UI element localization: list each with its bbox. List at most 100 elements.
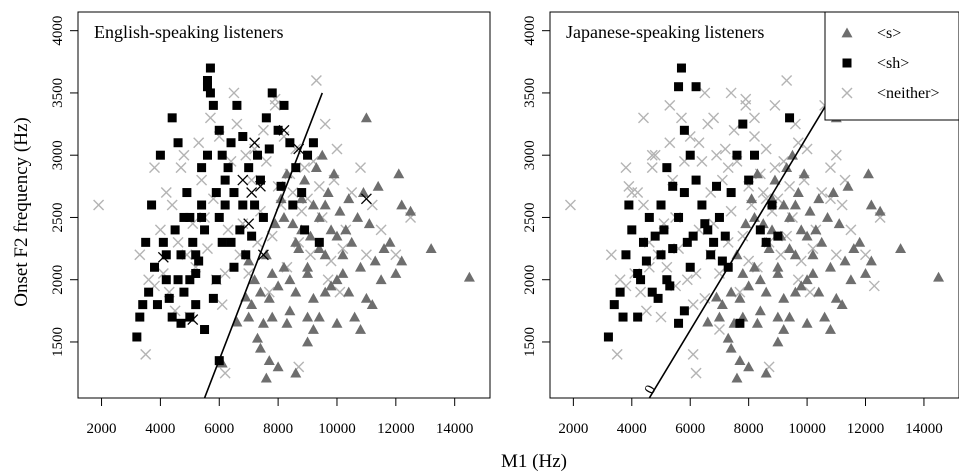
english-point-square-4 (150, 262, 160, 272)
english-point-square-11 (179, 287, 189, 297)
english-point-square-43 (185, 212, 195, 222)
english-point-square-38 (314, 237, 324, 247)
english-point-x-12 (196, 174, 208, 186)
japanese-point-square-42 (653, 293, 663, 303)
japanese-point-x-18-stroke-b (699, 87, 711, 99)
japanese-point-triangle-1 (734, 355, 746, 366)
english-point-x-68 (296, 205, 308, 217)
japanese-point-square-50 (712, 181, 722, 191)
english-series-s (216, 112, 475, 383)
japanese-point-x-86-stroke-b (769, 99, 781, 111)
english-point-square-53 (247, 231, 257, 241)
japanese-legend: <s> <sh> <neither> (824, 11, 959, 121)
japanese-point-triangle-28 (865, 199, 877, 210)
japanese-point-triangle-66 (789, 199, 801, 210)
english-point-x-73-stroke-b (325, 255, 337, 267)
english-point-square-74 (229, 188, 239, 198)
english-point-x-42-stroke-b (375, 224, 387, 236)
japanese-point-x-73-stroke-b (801, 143, 813, 155)
english-point-triangle-81 (313, 311, 325, 322)
english-point-triangle-23 (355, 261, 367, 272)
english-point-square-31 (273, 125, 283, 135)
japanese-point-x-84-stroke-b (725, 87, 737, 99)
english-point-triangle-72 (290, 286, 302, 297)
japanese-point-square-28 (761, 237, 771, 247)
english-point-triangle-39 (243, 311, 255, 322)
japanese-point-triangle-77 (772, 311, 784, 322)
japanese-point-x-42-stroke-b (845, 224, 857, 236)
japanese-point-x-98-stroke-b (687, 348, 699, 360)
japanese-point-triangle-75 (734, 292, 746, 303)
english-point-triangle-55 (346, 236, 358, 247)
english-point-x-16-stroke-b (216, 299, 228, 311)
english-point-triangle-59 (369, 255, 381, 266)
japanese-point-square-21 (720, 231, 730, 241)
english-point-square-32 (279, 100, 289, 110)
english-point-x-8-stroke-b (172, 236, 184, 248)
japanese-point-square-9 (656, 250, 666, 260)
english-point-x-79-stroke-b (269, 93, 281, 105)
english-point-xdark-5 (278, 124, 290, 136)
english-point-x-17-stroke-b (222, 224, 234, 236)
japanese-y-tick-label-1: 2000 (522, 265, 538, 295)
english-point-x-36 (334, 286, 346, 298)
english-point-xdark-0 (157, 251, 169, 263)
japanese-point-triangle-24 (830, 292, 842, 303)
japanese-point-triangle-67 (795, 224, 807, 235)
english-point-triangle-26 (372, 180, 384, 191)
japanese-point-triangle-4 (716, 299, 728, 310)
japanese-point-triangle-27 (860, 267, 872, 278)
english-point-square-1 (135, 312, 145, 322)
english-point-square-12 (185, 275, 195, 285)
japanese-point-square-46 (624, 200, 634, 210)
english-point-xdark-9-stroke-b (360, 193, 372, 205)
english-point-x-48-stroke-b (175, 162, 187, 174)
japanese-point-x-60 (725, 205, 737, 217)
japanese-point-square-49 (717, 256, 727, 266)
english-point-triangle-27 (384, 236, 396, 247)
english-point-x-55 (219, 267, 231, 279)
english-point-square-25 (238, 132, 248, 142)
english-point-triangle-8 (266, 311, 278, 322)
japanese-point-square-29 (767, 200, 777, 210)
english-point-triangle-41 (260, 249, 272, 260)
japanese-point-triangle-8 (743, 280, 755, 291)
japanese-point-x-10-stroke-b (655, 311, 667, 323)
japanese-point-x-85-stroke-b (749, 112, 760, 124)
english-point-square-77 (264, 144, 274, 154)
japanese-point-x-23-stroke-b (728, 124, 740, 136)
english-point-triangle-28 (390, 267, 402, 278)
legend-label-2: <neither> (877, 85, 939, 102)
japanese-point-square-8 (650, 231, 660, 241)
english-point-x-8 (172, 236, 184, 248)
japanese-point-x-18 (699, 87, 711, 99)
japanese-point-triangle-38 (713, 311, 725, 322)
japanese-point-square-7 (644, 212, 654, 222)
japanese-point-x-72-stroke-b (795, 255, 807, 267)
japanese-point-x-80-stroke-b (646, 149, 658, 161)
japanese-point-square-53 (688, 231, 698, 241)
english-point-square-50 (229, 262, 239, 272)
japanese-point-x-90 (623, 180, 635, 192)
english-point-x-1-stroke-b (134, 249, 146, 261)
japanese-point-x-90-stroke-b (623, 180, 635, 192)
japanese-point-x-91-stroke-b (643, 261, 655, 273)
english-point-square-24 (232, 100, 242, 110)
japanese-point-x-43 (860, 249, 872, 261)
english-point-triangle-78 (263, 292, 275, 303)
english-point-triangle-74 (319, 286, 331, 297)
english-point-square-34 (291, 163, 301, 173)
japanese-y-tick-label-4: 3500 (522, 78, 538, 108)
japanese-point-x-41-stroke-b (836, 199, 848, 211)
japanese-point-triangle-22 (824, 261, 836, 272)
japanese-point-x-43-stroke-b (860, 249, 872, 261)
japanese-point-x-93-stroke-b (699, 292, 711, 304)
english-point-x-5 (154, 224, 166, 236)
english-point-xdark-9 (360, 193, 372, 205)
english-point-triangle-29 (396, 199, 408, 210)
english-point-square-63 (217, 237, 227, 247)
japanese-point-x-10 (655, 311, 667, 323)
japanese-point-x-81 (664, 99, 676, 111)
english-point-square-61 (141, 237, 151, 247)
english-point-triangle-46 (293, 243, 305, 253)
